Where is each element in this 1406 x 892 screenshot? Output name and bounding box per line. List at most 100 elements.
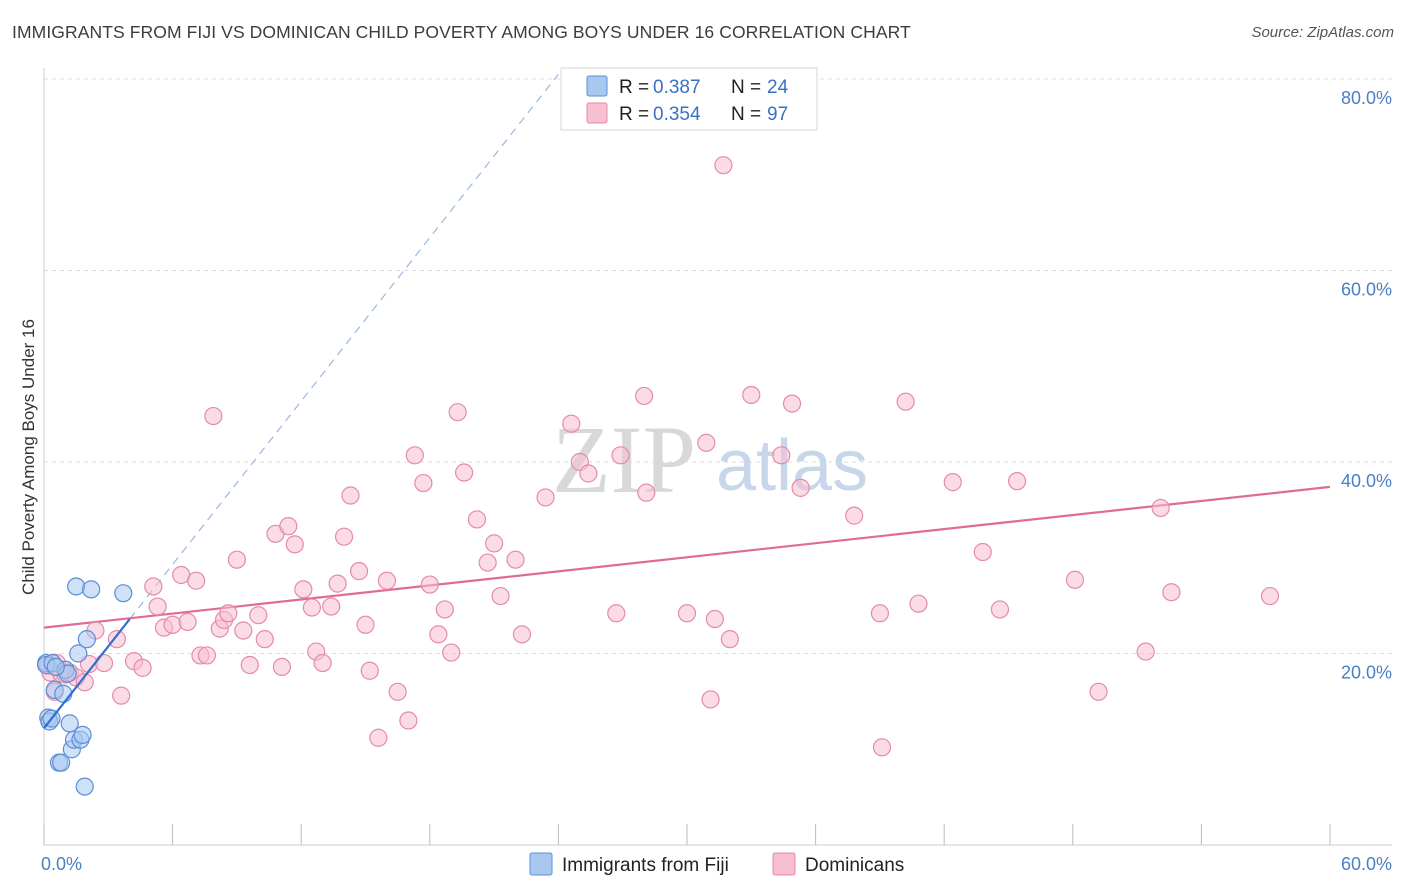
fiji-trend-extension [129,73,559,620]
stats-swatch-fiji [586,75,608,97]
dominicans-point [491,586,510,606]
dominicans-point [163,615,182,634]
x-tick-label: 60.0% [1341,854,1392,874]
dominicans-point [360,661,379,680]
dominicans-point [133,658,152,677]
fiji-point [52,753,71,772]
stats-n-value-dominicans: 97 [767,104,788,125]
fiji-point [46,657,65,677]
dominicans-point [611,446,630,465]
dominicans-point [562,414,581,433]
legend-swatch-fiji [529,852,553,876]
dominicans-point [697,433,716,452]
dominicans-point [240,655,259,675]
y-axis-title: Child Poverty Among Boys Under 16 [19,319,38,595]
dominicans-point [219,604,238,623]
dominicans-point [279,517,298,536]
dominicans-point [144,577,163,596]
dominicans-point [973,542,992,562]
legend-swatch-dominicans [772,852,796,876]
dominicans-point [285,535,304,554]
dominicans-point [742,385,761,405]
x-tick-label: 0.0% [41,854,82,874]
fiji-point [75,777,94,796]
dominicans-point [249,606,268,625]
dominicans-point [334,527,354,546]
legend-label-fiji: Immigrants from Fiji [562,855,729,876]
dominicans-point [512,625,532,644]
dominicans-point [272,657,292,677]
dominicans-point [454,463,474,482]
dominicans-point [322,597,341,616]
stats-box: R = 0.387 N = 24 R = 0.354 N = 97 [560,67,818,131]
dominicans-point [579,464,598,483]
dominicans-point [349,562,369,581]
dominicans-point [377,571,397,590]
stats-n-label-dominicans: N = [731,104,761,125]
dominicans-point [990,600,1010,619]
y-tick-label: 60.0% [1341,280,1392,300]
fiji-point [67,577,86,596]
dominicans-point [791,478,810,497]
dominicans-point [75,673,94,692]
dominicans-point [227,550,246,569]
dominicans-point [701,690,720,709]
dominicans-point [909,594,928,613]
dominicans-point [255,630,274,649]
dominicans-point [478,553,497,572]
dominicans-point [107,630,126,649]
dominicans-point [677,604,697,623]
trend-layer [43,73,1331,629]
dominicans-point [1065,570,1085,589]
points-layer [37,156,1280,796]
dominicans-point [112,686,131,705]
dominicans-point [1089,682,1108,701]
dominicans-point [1260,586,1280,606]
dominicans-point [356,615,375,634]
fiji-trend-line [43,618,131,729]
dominicans-point [467,510,487,529]
dominicans-point [1136,642,1155,661]
dominicans-point [772,446,791,465]
dominicans-point [870,604,890,623]
stats-r-label-fiji: R = [619,77,649,98]
dominicans-point [388,682,407,701]
dominicans-point [896,392,915,411]
dominicans-point [313,653,332,673]
fiji-point [73,725,92,744]
dominicans-point [294,580,313,599]
fiji-point [69,644,88,663]
tick-layer: 20.0% 40.0% 60.0% 80.0% 0.0% 60.0% [41,88,1392,874]
stats-r-value-dominicans: 0.354 [653,104,701,125]
dominicans-point [1151,498,1170,518]
dominicans-point [369,728,388,747]
watermark-atlas: atlas [716,426,868,506]
dominicans-point [302,598,322,617]
dominicans-point [94,653,114,673]
dominicans-point [420,575,439,594]
dominicans-point [204,406,223,426]
dominicans-point [399,711,418,730]
dominicans-point [845,506,864,525]
dominicans-point [506,550,525,569]
dominicans-point [485,534,504,553]
dominicans-point [943,473,962,492]
dominicans-point [442,643,461,662]
dominicans-point [782,394,802,413]
fiji-point [54,684,73,703]
dominicans-point [197,646,216,665]
dominicans-point [328,574,347,593]
legend: Immigrants from Fiji Dominicans [529,852,904,876]
dominicans-point [705,609,724,629]
stats-swatch-dominicans [586,102,608,124]
dominicans-point [635,386,654,406]
dominicans-point [607,604,626,623]
dominicans-point [1162,583,1181,602]
y-tick-label: 80.0% [1341,88,1392,108]
dominicans-point [178,612,197,632]
stats-n-label-fiji: N = [731,77,761,98]
dominicans-trend-line [43,485,1331,629]
dominicans-point [414,473,433,493]
dominicans-point [714,156,733,175]
